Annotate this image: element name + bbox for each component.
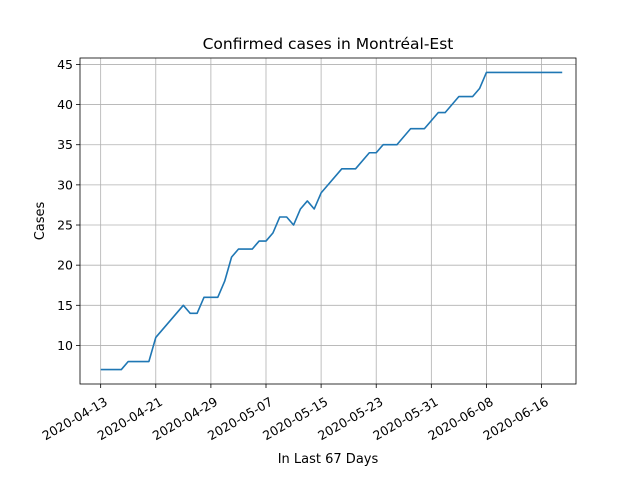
y-tick-label: 30 [57,177,73,192]
x-axis: 2020-04-132020-04-212020-04-292020-05-07… [40,384,551,443]
series-line-confirmed-cases [100,71,563,371]
y-axis-label: Cases [33,201,48,240]
plot-area-frame [79,57,577,385]
y-tick-label: 25 [57,218,73,233]
x-axis-label: In Last 67 Days [278,452,379,467]
y-tick-label: 45 [57,57,73,72]
y-tick-label: 35 [57,137,73,152]
series-layer [100,71,563,371]
grid [80,58,576,384]
y-axis: 10 15 20 25 30 35 40 45 [57,57,80,353]
y-tick-label: 40 [57,97,73,112]
y-tick-label: 10 [57,338,73,353]
chart-title: Confirmed cases in Montréal-Est [203,35,454,53]
y-tick-label: 20 [57,258,73,273]
y-tick-label: 15 [57,298,73,313]
